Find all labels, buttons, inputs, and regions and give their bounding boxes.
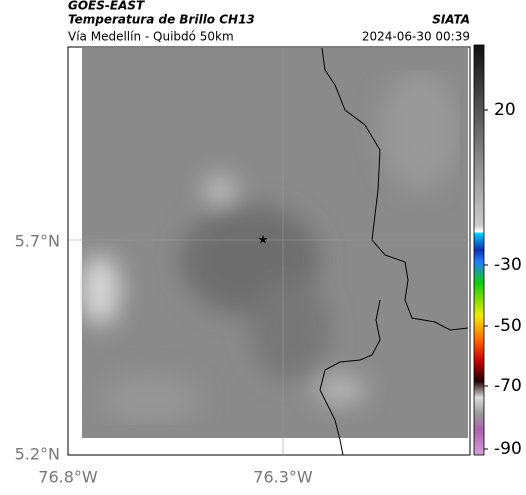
region: Vía Medellín - Quibdó 50km — [68, 30, 234, 44]
lon-tick-label: 76.8°W — [38, 468, 98, 487]
lat-tick-label: 5.7°N — [15, 232, 60, 251]
satellite: GOES-EAST — [68, 0, 145, 13]
colorbar-tick-label: -70 — [494, 376, 522, 396]
colorbar-tick-label: -90 — [494, 439, 522, 459]
colorbar-tick-label: -50 — [494, 316, 522, 336]
border-line — [319, 299, 381, 456]
product: Temperatura de Brillo CH13 — [68, 13, 255, 27]
lat-tick-label: 5.2°N — [15, 445, 60, 464]
colorbar-tick-label: -30 — [494, 255, 522, 275]
colorbar-tick-label: 20 — [494, 100, 516, 120]
source: SIATA — [432, 13, 470, 27]
border-line — [321, 47, 469, 331]
lon-tick-label: 76.3°W — [253, 468, 313, 487]
datetime: 2024-06-30 00:39 — [362, 30, 470, 44]
colorbar — [473, 44, 485, 456]
location-marker: ★ — [258, 233, 269, 247]
imagery — [80, 48, 468, 438]
colorbar-ticks: 20 -30 -50 -70 -90 — [484, 100, 522, 459]
